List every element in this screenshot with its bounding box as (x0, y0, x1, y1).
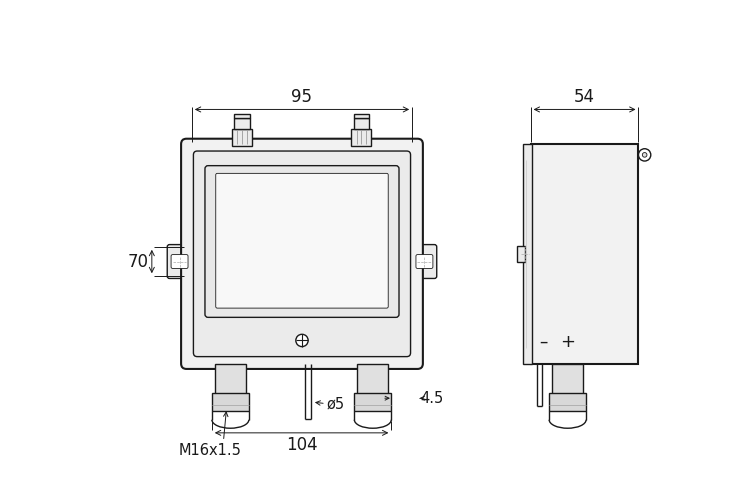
FancyBboxPatch shape (216, 173, 388, 308)
Bar (353, 114, 369, 118)
FancyBboxPatch shape (194, 151, 410, 356)
Bar (351, 129, 371, 146)
Text: M16x1.5: M16x1.5 (178, 443, 241, 458)
FancyBboxPatch shape (181, 139, 423, 369)
Text: ø5: ø5 (327, 396, 345, 411)
Text: +: + (560, 333, 575, 351)
Text: 4.5: 4.5 (421, 391, 444, 406)
Bar (517, 246, 524, 261)
Text: 95: 95 (292, 89, 313, 106)
Text: 70: 70 (128, 252, 148, 271)
Bar (234, 118, 250, 129)
FancyBboxPatch shape (171, 254, 188, 268)
Text: 54: 54 (574, 89, 595, 106)
FancyBboxPatch shape (412, 245, 436, 279)
Bar (212, 393, 249, 411)
Bar (549, 393, 586, 411)
Bar (234, 114, 250, 118)
FancyBboxPatch shape (205, 166, 399, 317)
Bar (354, 393, 392, 411)
Circle shape (296, 334, 308, 346)
Bar (531, 144, 638, 363)
Circle shape (638, 148, 651, 161)
FancyBboxPatch shape (416, 254, 433, 268)
Circle shape (642, 152, 647, 157)
Bar (353, 118, 369, 129)
Bar (232, 129, 252, 146)
Text: –: – (538, 333, 548, 351)
Bar (523, 144, 532, 363)
Bar (552, 363, 583, 395)
Text: 104: 104 (286, 436, 317, 454)
Bar (358, 363, 388, 395)
FancyBboxPatch shape (167, 245, 192, 279)
Bar (215, 363, 246, 395)
